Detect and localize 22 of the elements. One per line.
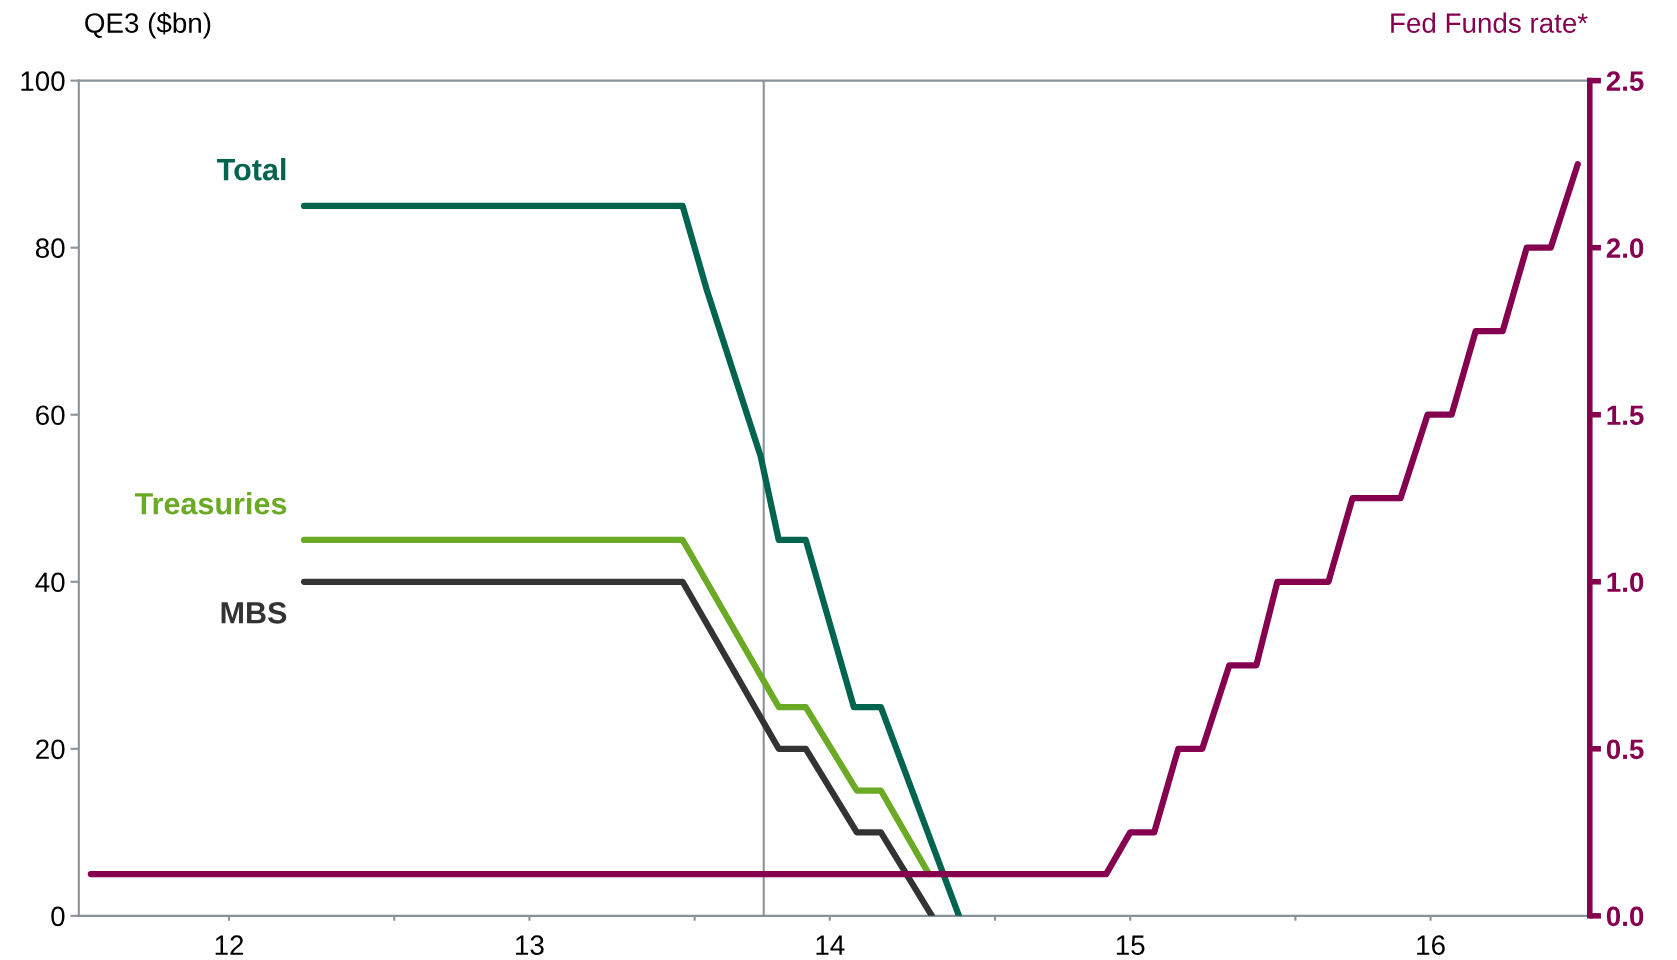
x-tick-label: 12 <box>215 935 244 955</box>
y-tick-label: 40 <box>35 572 65 593</box>
y2-tick-label: 1.0 <box>1607 572 1644 593</box>
y-tick-label: 0 <box>51 906 65 927</box>
y2-tick-label: 2.5 <box>1606 71 1644 91</box>
x-tick-label: 16 <box>1417 935 1445 955</box>
y2-axis-title: Fed Funds rate* <box>1391 12 1588 33</box>
y2-tick-label: 1.5 <box>1607 405 1644 426</box>
series-label: Total <box>217 157 286 181</box>
y-axis-title: QE3 ($bn) <box>85 12 211 39</box>
series-label: MBS <box>221 602 287 624</box>
y-tick-label: 60 <box>36 405 65 426</box>
y-tick-label: 100 <box>21 71 65 91</box>
y2-tick-label: 2.0 <box>1606 238 1644 259</box>
y2-tick-label: 0.5 <box>1606 739 1644 760</box>
y2-tick-label: 0.0 <box>1606 906 1644 927</box>
y-tick-label: 20 <box>36 739 65 760</box>
x-tick-label: 15 <box>1116 935 1145 955</box>
y-tick-label: 80 <box>35 238 65 259</box>
x-tick-label: 13 <box>516 935 544 955</box>
x-tick-label: 14 <box>816 935 845 955</box>
series-label: Treasuries <box>134 492 287 515</box>
